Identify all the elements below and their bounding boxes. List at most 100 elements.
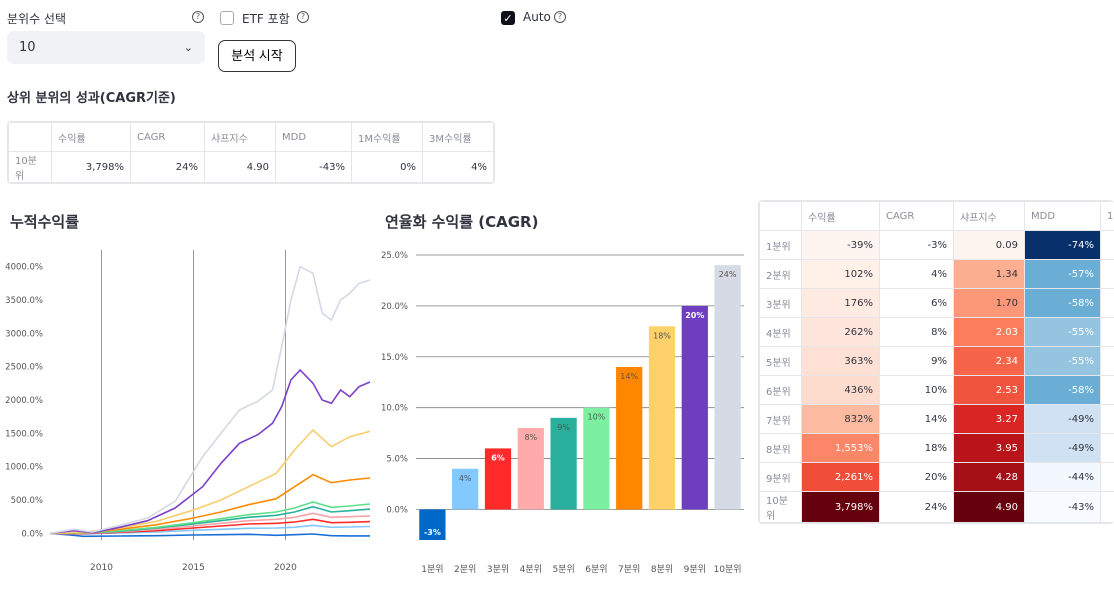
index-header [759,201,802,231]
cagr-bar-chart: 0.0% 5.0% 10.0% 15.0% 20.0% 25.0% -3% 1분위 4% 2분위 6… [381,251,744,575]
table-cell: 1,553% [801,433,880,463]
index-header [8,122,52,152]
table-row: 7분위 832% 14% 3.27 -49% [759,404,1114,434]
table-cell: 10% [879,375,954,405]
bar [419,509,446,540]
bar [517,428,544,510]
table-cell: 436% [801,375,880,405]
table-cell: 4% [422,151,494,183]
bar-data-label: 14% [620,372,638,381]
auto-checkbox-label: Auto [523,10,551,24]
bar-data-label: 6% [491,453,505,462]
y-tick-label: 0.0% [386,505,408,515]
table-cell: 0.09 [953,230,1025,260]
table-cell: -58% [1024,375,1101,405]
x-tick-label: 5분위 [552,564,574,575]
table-cell: 2.34 [953,346,1025,376]
etf-checkbox[interactable] [220,11,234,25]
table-cell: -57% [1024,259,1101,289]
row-index: 7분위 [759,404,802,434]
row-index: 6분위 [759,375,802,405]
x-tick-label: 2분위 [454,564,476,575]
table-cell: 2.03 [953,317,1025,347]
table-row: 3분위 176% 6% 1.70 -58% [759,288,1114,318]
table-row: 1분위 -39% -3% 0.09 -74% [759,230,1114,260]
x-tick-label: 10분위 [714,564,742,575]
table-cell: -74% [1024,230,1101,260]
x-tick-label: 7분위 [618,564,640,575]
bar [452,468,479,510]
table-cell: 363% [801,346,880,376]
table-cell [1100,491,1114,523]
table-cell [1100,404,1114,434]
table-cell: 3,798% [51,151,131,183]
bar [583,407,610,510]
etf-help-icon[interactable]: ? [297,11,309,23]
table-cell: 102% [801,259,880,289]
row-index: 4분위 [759,317,802,347]
x-tick-label: 2015 [182,563,205,573]
auto-help-icon[interactable]: ? [554,11,566,23]
table-cell: 24% [879,491,954,523]
table-cell: -55% [1024,317,1101,347]
series-line [49,501,371,535]
table-cell: 176% [801,288,880,318]
y-tick-label: 3000.0% [5,329,43,339]
series-line [49,265,371,535]
bar-data-label: 20% [685,311,704,320]
cagr-chart-title: 연율화 수익률 (CAGR) [385,213,539,231]
series-line [49,473,371,535]
table-cell: -49% [1024,404,1101,434]
table-cell: -43% [275,151,352,183]
y-tick-label: 5.0% [386,455,408,465]
x-tick-label: 9분위 [684,564,706,575]
series-line [49,428,371,535]
table-cell: 4.90 [953,491,1025,523]
quantile-select-value: 10 [19,40,36,55]
quantile-help-icon[interactable]: ? [192,11,204,23]
column-header: 1M수익률 [351,122,423,152]
table-row: 10분위 3,798% 24% 4.90 -43% [759,491,1114,523]
table-cell: 9% [879,346,954,376]
x-tick-label: 4분위 [520,564,542,575]
x-tick-label: 8분위 [651,564,673,575]
table-cell: 4.28 [953,462,1025,492]
bar-data-label: 4% [459,474,472,483]
table-cell [1100,230,1114,260]
auto-checkbox[interactable]: ✓ [501,11,515,25]
start-analysis-button[interactable]: 분석 시작 [218,40,296,72]
bar-data-label: 8% [524,433,537,442]
table-row: 2분위 102% 4% 1.34 -57% [759,259,1114,289]
table-cell: 1.34 [953,259,1025,289]
row-index: 2분위 [759,259,802,289]
quantile-select[interactable]: 10 ⌄ [7,31,205,64]
table-cell [1100,462,1114,492]
column-header: CAGR [879,201,954,231]
x-tick-label: 2020 [274,563,297,573]
table-cell: 14% [879,404,954,434]
table-row: 10분위 3,798% 24% 4.90 -43% 0% 4% [8,151,494,183]
table-cell: 24% [130,151,205,183]
column-header: 수익률 [51,122,131,152]
column-header: MDD [1024,201,1101,231]
table-cell: 4% [879,259,954,289]
table-cell: -58% [1024,288,1101,318]
bar-data-label: 9% [557,423,570,432]
bar-data-label: 24% [719,270,737,279]
bar [616,366,643,510]
y-tick-label: 1000.0% [5,463,43,473]
x-tick-label: 2010 [90,563,113,573]
table-row: 8분위 1,553% 18% 3.95 -49% [759,433,1114,463]
y-tick-label: 3500.0% [5,296,43,306]
y-tick-label: 500.0% [11,496,43,506]
table-cell [1100,259,1114,289]
table-cell: 2.53 [953,375,1025,405]
table-cell: -55% [1024,346,1101,376]
bar-data-label: 18% [653,331,671,340]
row-index: 10분위 [759,491,802,523]
x-tick-label: 6분위 [585,564,607,575]
table-cell: -44% [1024,462,1101,492]
bar [681,305,708,510]
